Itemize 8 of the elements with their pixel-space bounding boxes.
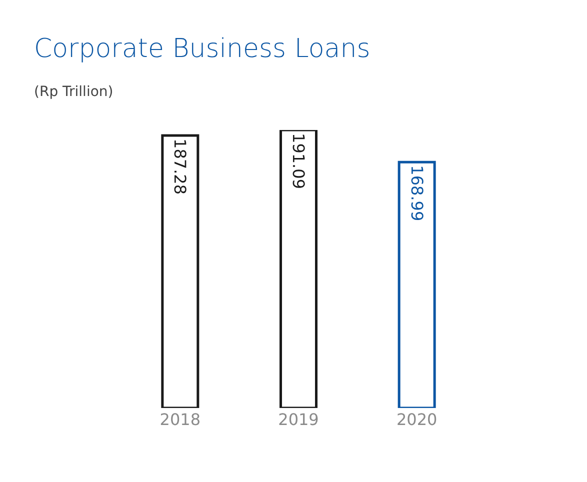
- data-label: 168.99: [407, 165, 426, 222]
- chart-title: Corporate Business Loans: [34, 34, 370, 64]
- x-tick-label: 2020: [396, 410, 438, 429]
- data-label: 187.28: [170, 138, 190, 195]
- data-label: 191.09: [289, 133, 308, 189]
- x-tick-label: 2019: [278, 410, 319, 429]
- chart-subtitle: (Rp Trillion): [34, 84, 114, 100]
- x-tick-label: 2018: [160, 410, 201, 429]
